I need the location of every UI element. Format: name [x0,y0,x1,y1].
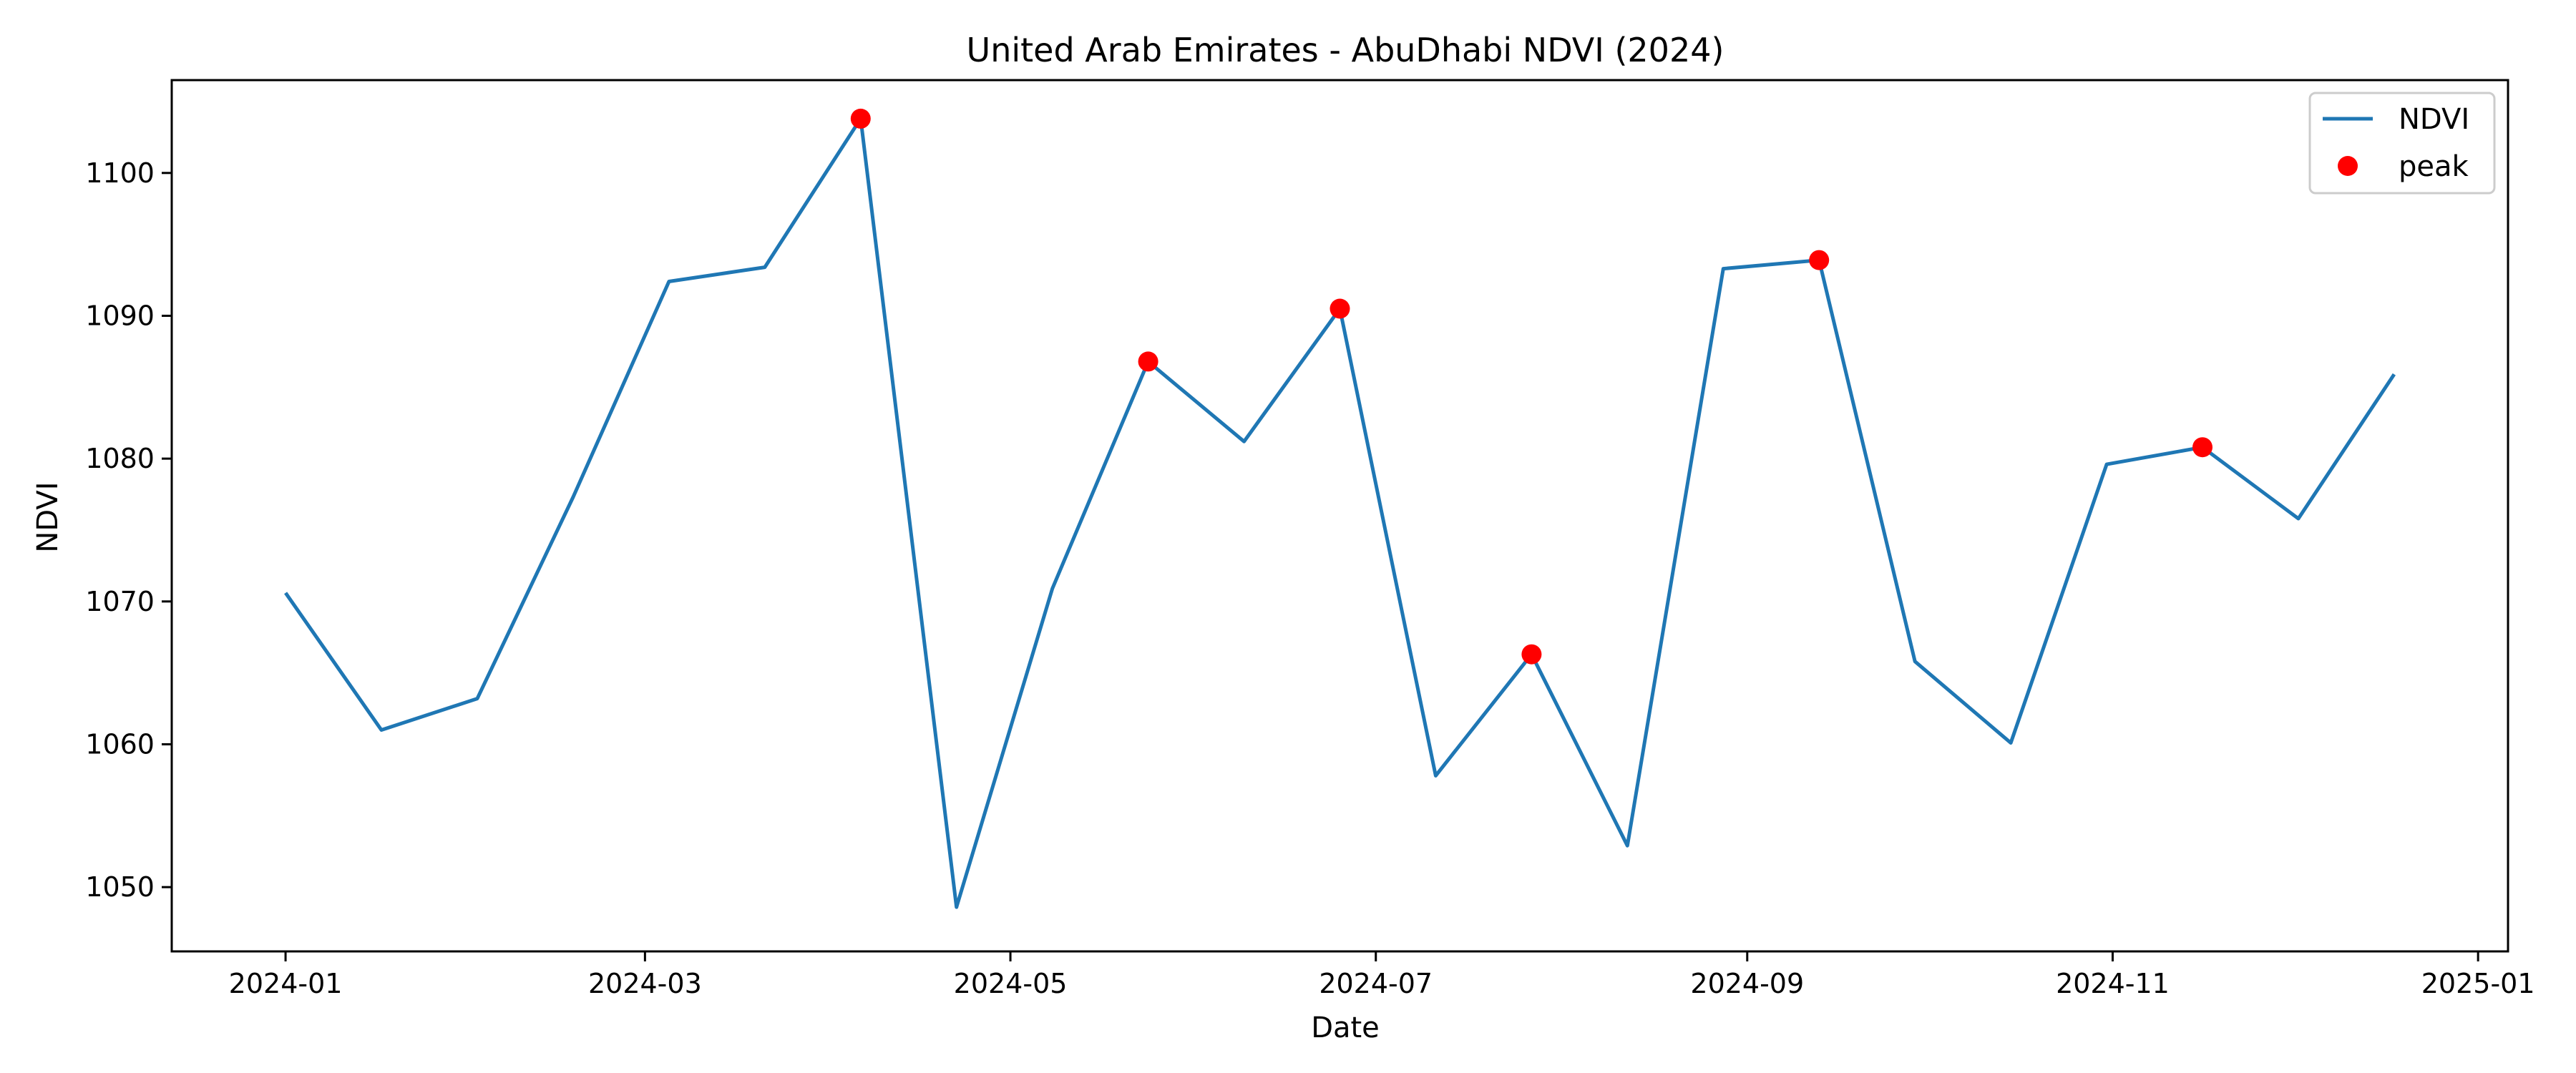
legend-peak-swatch [2338,156,2358,176]
chart-title: United Arab Emirates - AbuDhabi NDVI (20… [967,31,1724,69]
legend-ndvi-label: NDVI [2399,103,2469,136]
axis-ticks: 2024-01 2024-03 2024-05 2024-07 2024-09 2024-… [85,157,2534,999]
y-tick-label: 1070 [85,586,155,617]
legend: NDVI peak [2308,92,2496,195]
x-tick-label: 2024-05 [954,968,1068,999]
y-tick-label: 1080 [85,443,155,474]
plot-area [170,79,2509,953]
peak-point [1521,644,1542,665]
y-tick-label: 1050 [85,871,155,903]
x-axis-label: Date [1311,1011,1380,1044]
peak-point [2192,437,2212,458]
x-tick-label: 2024-07 [1319,968,1433,999]
peak-point [1809,250,1830,270]
y-tick-label: 1090 [85,300,155,331]
y-axis-label: NDVI [31,481,64,552]
peak-point [1330,298,1350,319]
x-tick-label: 2025-01 [2421,968,2535,999]
plot-frame [170,79,2509,953]
x-tick-label: 2024-01 [229,968,343,999]
y-tick-label: 1060 [85,728,155,760]
y-tick-label: 1100 [85,157,155,189]
x-tick-label: 2024-03 [588,968,702,999]
peak-point [1138,351,1158,372]
x-tick-label: 2024-11 [2056,968,2170,999]
legend-peak-label: peak [2399,150,2469,183]
peak-point [850,108,871,129]
x-tick-label: 2024-09 [1690,968,1804,999]
